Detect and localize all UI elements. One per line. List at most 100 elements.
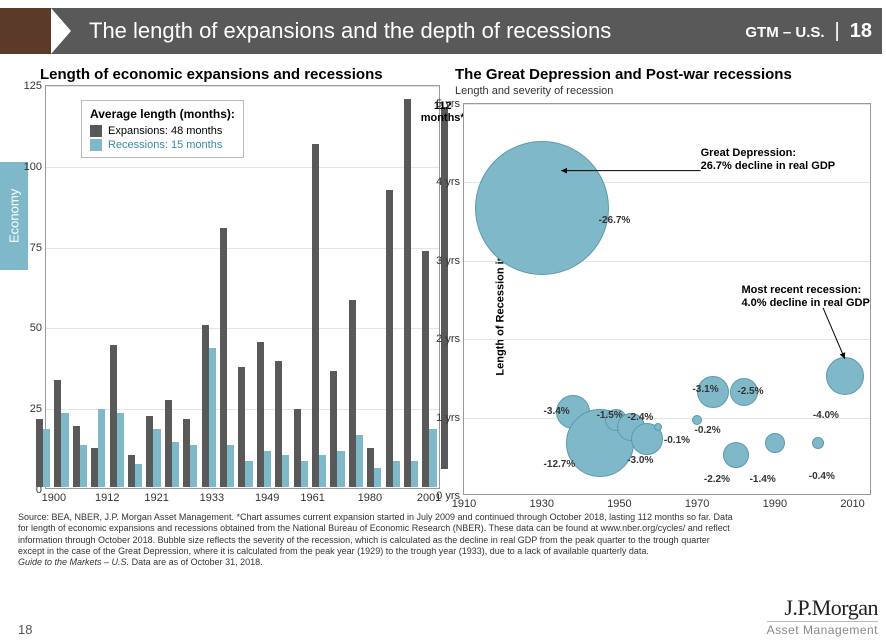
bar-group xyxy=(349,300,363,487)
bar-expansion xyxy=(294,409,301,487)
bar-group xyxy=(257,342,271,487)
bar-expansion xyxy=(275,361,282,487)
bar-expansion xyxy=(146,416,153,487)
y-tick: 4 yrs xyxy=(430,176,460,188)
brown-accent-block xyxy=(0,8,52,54)
bar-group xyxy=(73,426,87,487)
bar-expansion xyxy=(349,300,356,487)
x-tick: 1970 xyxy=(685,498,709,510)
bar-group xyxy=(128,455,142,487)
chevron-right-icon xyxy=(51,8,71,54)
left-chart-title: Length of economic expansions and recess… xyxy=(40,66,440,83)
bar-expansion xyxy=(422,251,429,487)
bar-expansion xyxy=(238,367,245,487)
bar-group xyxy=(422,251,436,487)
bar-expansion xyxy=(312,144,319,487)
bar-expansion xyxy=(36,419,43,487)
x-tick: 1961 xyxy=(300,492,324,504)
bar-recession xyxy=(374,468,381,487)
legend-title: Average length (months): xyxy=(90,107,235,121)
x-tick: 1950 xyxy=(607,498,631,510)
bar-group xyxy=(36,419,50,487)
bar-group xyxy=(91,409,105,487)
bar-group xyxy=(146,416,160,487)
side-tab-economy: Economy xyxy=(0,162,28,270)
y-tick: 25 xyxy=(18,403,42,415)
bar-group xyxy=(294,409,308,487)
bar-recession xyxy=(43,429,50,487)
source-tail: Data are as of October 31, 2018. xyxy=(129,557,263,567)
bar-group xyxy=(110,345,124,487)
gtm-label: GTM – U.S. xyxy=(745,24,824,41)
bar-recession xyxy=(209,348,216,487)
bar-recession xyxy=(411,461,418,487)
y-tick: 50 xyxy=(18,322,42,334)
x-tick: 1980 xyxy=(358,492,382,504)
page-title: The length of expansions and the depth o… xyxy=(89,18,745,44)
x-tick: 1921 xyxy=(144,492,168,504)
y-tick: 5 yrs xyxy=(430,98,460,110)
bar-group xyxy=(404,99,418,487)
bar-group xyxy=(54,380,68,487)
bar-recession xyxy=(393,461,400,487)
bar-expansion xyxy=(220,228,227,487)
source-note: Source: BEA, NBER, J.P. Morgan Asset Man… xyxy=(18,512,738,568)
bar-group xyxy=(202,325,216,487)
bar-recession xyxy=(245,461,252,487)
logo-bottom: Asset Management xyxy=(767,621,878,637)
bar-recession xyxy=(356,435,363,487)
legend-label-exp: Expansions: 48 months xyxy=(108,125,222,137)
bar-group xyxy=(330,371,344,487)
x-tick: 1933 xyxy=(200,492,224,504)
right-chart: The Great Depression and Post-war recess… xyxy=(455,66,875,506)
bar-expansion xyxy=(91,448,98,487)
bar-expansion xyxy=(54,380,61,487)
bar-expansion xyxy=(330,371,337,487)
bar-group xyxy=(441,107,448,487)
page-number: 18 xyxy=(18,622,32,637)
bar-recession xyxy=(429,429,436,487)
bar-expansion xyxy=(202,325,209,487)
right-plot-area: Length of Recession in Years 0 yrs1 yrs2… xyxy=(463,103,871,495)
bar-group xyxy=(183,419,197,487)
x-tick: 1930 xyxy=(529,498,553,510)
bar-recession xyxy=(172,442,179,487)
bar-expansion xyxy=(73,426,80,487)
bar-recession xyxy=(98,409,105,487)
bar-group xyxy=(386,190,400,487)
bar-recession xyxy=(117,413,124,487)
bar-recession xyxy=(337,451,344,487)
bar-group xyxy=(275,361,289,487)
bar-expansion xyxy=(367,448,374,487)
logo-top: J.P.Morgan xyxy=(767,595,878,621)
legend-row-recessions: Recessions: 15 months xyxy=(90,139,235,151)
arrows-svg xyxy=(464,104,872,496)
x-tick: 1910 xyxy=(452,498,476,510)
x-tick: 1900 xyxy=(42,492,66,504)
bar-recession xyxy=(227,445,234,487)
y-tick: 1 yrs xyxy=(430,412,460,424)
bar-expansion xyxy=(110,345,117,487)
bar-group xyxy=(312,144,326,487)
y-tick: 2 yrs xyxy=(430,333,460,345)
source-text: Source: BEA, NBER, J.P. Morgan Asset Man… xyxy=(18,512,733,556)
bar-recession xyxy=(190,445,197,487)
bar-recession xyxy=(61,413,68,487)
x-tick: 1949 xyxy=(255,492,279,504)
legend-swatch-rec xyxy=(90,139,102,151)
header-right: GTM – U.S. | 18 xyxy=(745,20,872,43)
bar-recession xyxy=(319,455,326,487)
legend-box: Average length (months): Expansions: 48 … xyxy=(81,100,244,158)
header-page-number: 18 xyxy=(850,20,872,43)
bar-group xyxy=(238,367,252,487)
bar-recession xyxy=(264,451,271,487)
bar-recession xyxy=(282,455,289,487)
left-plot-area: Average length (months): Expansions: 48 … xyxy=(45,85,440,489)
bar-recession xyxy=(135,464,142,487)
left-chart: Length of economic expansions and recess… xyxy=(40,66,440,506)
bar-recession xyxy=(301,461,308,487)
bar-recession xyxy=(80,445,87,487)
bar-expansion xyxy=(128,455,135,487)
x-tick: 2010 xyxy=(840,498,864,510)
jpmorgan-logo: J.P.Morgan Asset Management xyxy=(767,595,878,637)
